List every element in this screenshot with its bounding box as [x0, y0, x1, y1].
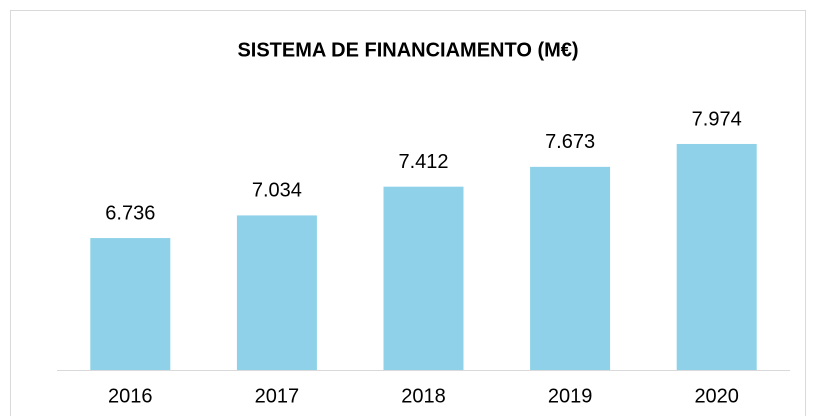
data-label: 7.974: [692, 108, 742, 130]
bar: [676, 143, 757, 370]
bar: [383, 186, 464, 370]
data-label: 7.034: [252, 180, 302, 202]
bar: [530, 166, 611, 370]
bar: [236, 215, 317, 370]
chart-title: SISTEMA DE FINANCIAMENTO (M€): [237, 39, 578, 61]
bar: [90, 238, 171, 370]
data-label: 7.673: [545, 131, 595, 153]
x-tick-label: 2017: [255, 385, 300, 407]
data-label: 7.412: [398, 151, 448, 173]
data-label: 6.736: [105, 202, 155, 224]
x-tick-label: 2020: [694, 385, 739, 407]
x-tick-label: 2018: [401, 385, 446, 407]
x-tick-label: 2016: [108, 385, 153, 407]
x-tick-label: 2019: [548, 385, 593, 407]
